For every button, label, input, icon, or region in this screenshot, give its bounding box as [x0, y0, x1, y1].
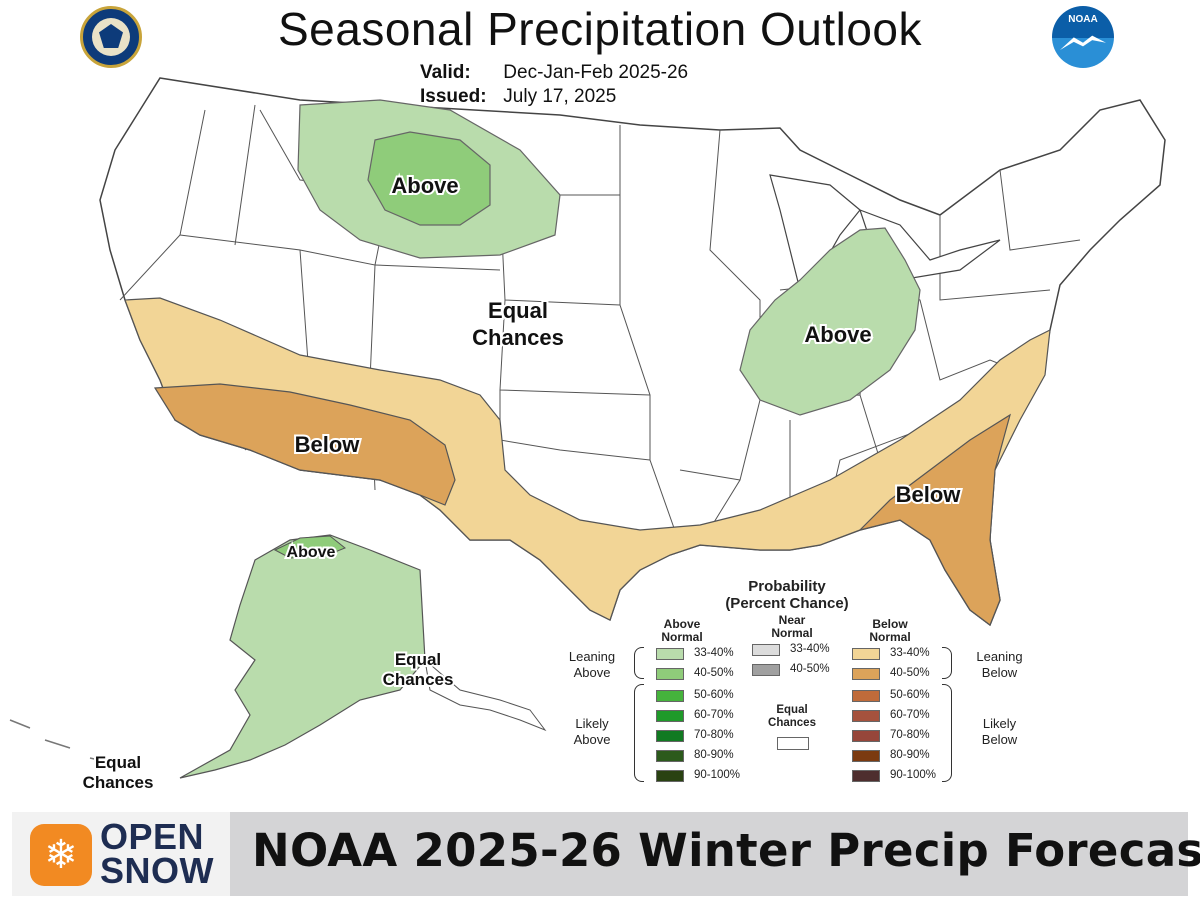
label-alaska-equal-1: Equal: [395, 650, 441, 669]
above-swatch-label-5: 70-80%: [694, 729, 734, 741]
legend-near-head: Near Normal: [771, 613, 813, 640]
below-swatch-2: [852, 668, 880, 680]
below-swatch-4: [852, 710, 880, 722]
legend-equal-chances: Equal Chances: [768, 704, 816, 729]
above-swatch-label-2: 40-50%: [694, 667, 734, 679]
label-above-alaska: Above: [287, 544, 336, 561]
below-swatch-label-1: 33-40%: [890, 647, 930, 659]
label-alaska-equal-2: Chances: [383, 670, 454, 689]
header: Seasonal Precipitation Outlook NOAA Vali…: [0, 0, 1200, 110]
aleutian-islands: [9, 719, 121, 766]
above-swatch-label-4: 60-70%: [694, 709, 734, 721]
brace-leaning-below: [942, 647, 952, 679]
opensnow-wordmark: OPEN SNOW: [100, 816, 214, 891]
issued-label: Issued:: [420, 86, 487, 107]
legend-above-head: Above Normal: [661, 617, 703, 644]
precipitation-outlook-map: Above Above Above Below Below Equal Chan…: [9, 77, 1166, 794]
above-33-40-ohio-valley: [739, 227, 921, 416]
below-swatch-7: [852, 770, 880, 782]
legend-leaning-above: Leaning Above: [568, 649, 616, 680]
legend-likely-below: Likely Below: [981, 716, 1018, 747]
footer-banner: ❄ OPEN SNOW NOAA 2025-26 Winter Precip F…: [0, 806, 1200, 900]
valid-label: Valid:: [420, 62, 471, 83]
below-swatch-label-5: 70-80%: [890, 729, 930, 741]
footer-strip: ❄ OPEN SNOW NOAA 2025-26 Winter Precip F…: [12, 812, 1200, 896]
valid-period: Valid: Dec-Jan-Feb 2025-26: [420, 62, 688, 84]
legend-likely-above: Likely Above: [573, 716, 611, 747]
above-swatch-1: [656, 648, 684, 660]
below-40-50-southwest: [153, 383, 456, 506]
opensnow-snowflake-icon: ❄: [30, 824, 92, 886]
alaska-above-40-50: [273, 535, 346, 559]
below-swatch-label-4: 60-70%: [890, 709, 930, 721]
above-swatch-label-7: 90-100%: [694, 769, 741, 781]
footer-title: NOAA 2025-26 Winter Precip Forecast: [252, 824, 1200, 877]
below-swatch-6: [852, 750, 880, 762]
alaska-above-33-40: [179, 534, 426, 779]
legend-title: Probability (Percent Chance): [725, 578, 849, 612]
brace-likely-above: [634, 684, 644, 782]
brace-leaning-above: [634, 647, 644, 679]
alaska-panhandle: [424, 658, 547, 732]
near-swatch-label-1: 33-40%: [790, 643, 830, 655]
above-swatch-label-1: 33-40%: [694, 647, 734, 659]
legend-equal-swatch: [777, 737, 809, 750]
issued-date: Issued: July 17, 2025: [420, 86, 616, 108]
below-swatch-label-7: 90-100%: [890, 769, 937, 781]
page-title: Seasonal Precipitation Outlook: [277, 3, 923, 55]
label-below-southeast: Below: [896, 482, 962, 507]
valid-value: Dec-Jan-Feb 2025-26: [503, 62, 689, 83]
label-above-ohio-valley: Above: [804, 322, 871, 347]
above-swatch-5: [656, 730, 684, 742]
noaa-logo-icon: NOAA: [1052, 6, 1114, 68]
department-of-commerce-seal-icon: [80, 6, 142, 68]
above-swatch-label-3: 50-60%: [694, 689, 734, 701]
near-swatch-1: [752, 644, 780, 656]
below-swatch-label-6: 80-90%: [890, 749, 930, 761]
above-swatch-7: [656, 770, 684, 782]
above-swatch-label-6: 80-90%: [694, 749, 734, 761]
below-swatch-1: [852, 648, 880, 660]
label-equal-chances-2: Chances: [472, 325, 564, 350]
brace-likely-below: [942, 684, 952, 782]
label-below-southwest: Below: [295, 432, 361, 457]
label-equal-chances-1: Equal: [488, 298, 548, 323]
above-40-50-northern-plains: [367, 131, 491, 226]
below-40-50-southeast: [858, 413, 1011, 626]
below-swatch-label-2: 40-50%: [890, 667, 930, 679]
above-swatch-3: [656, 690, 684, 702]
below-swatch-3: [852, 690, 880, 702]
label-aleutian-equal-2: Chances: [83, 773, 154, 792]
near-swatch-2: [752, 664, 780, 676]
label-above-north-plains: Above: [391, 173, 458, 198]
label-aleutian-equal-1: Equal: [95, 753, 141, 772]
legend-leaning-below: Leaning Below: [976, 649, 1023, 680]
opensnow-brand: ❄ OPEN SNOW: [12, 812, 230, 896]
below-swatch-label-3: 50-60%: [890, 689, 930, 701]
near-swatch-label-2: 40-50%: [790, 663, 830, 675]
below-swatch-5: [852, 730, 880, 742]
issued-value: July 17, 2025: [503, 86, 617, 107]
above-swatch-2: [656, 668, 684, 680]
legend-below-head: Below Normal: [869, 617, 911, 644]
above-swatch-6: [656, 750, 684, 762]
probability-legend: Probability (Percent Chance) Above Normal…: [552, 574, 1092, 789]
above-swatch-4: [656, 710, 684, 722]
